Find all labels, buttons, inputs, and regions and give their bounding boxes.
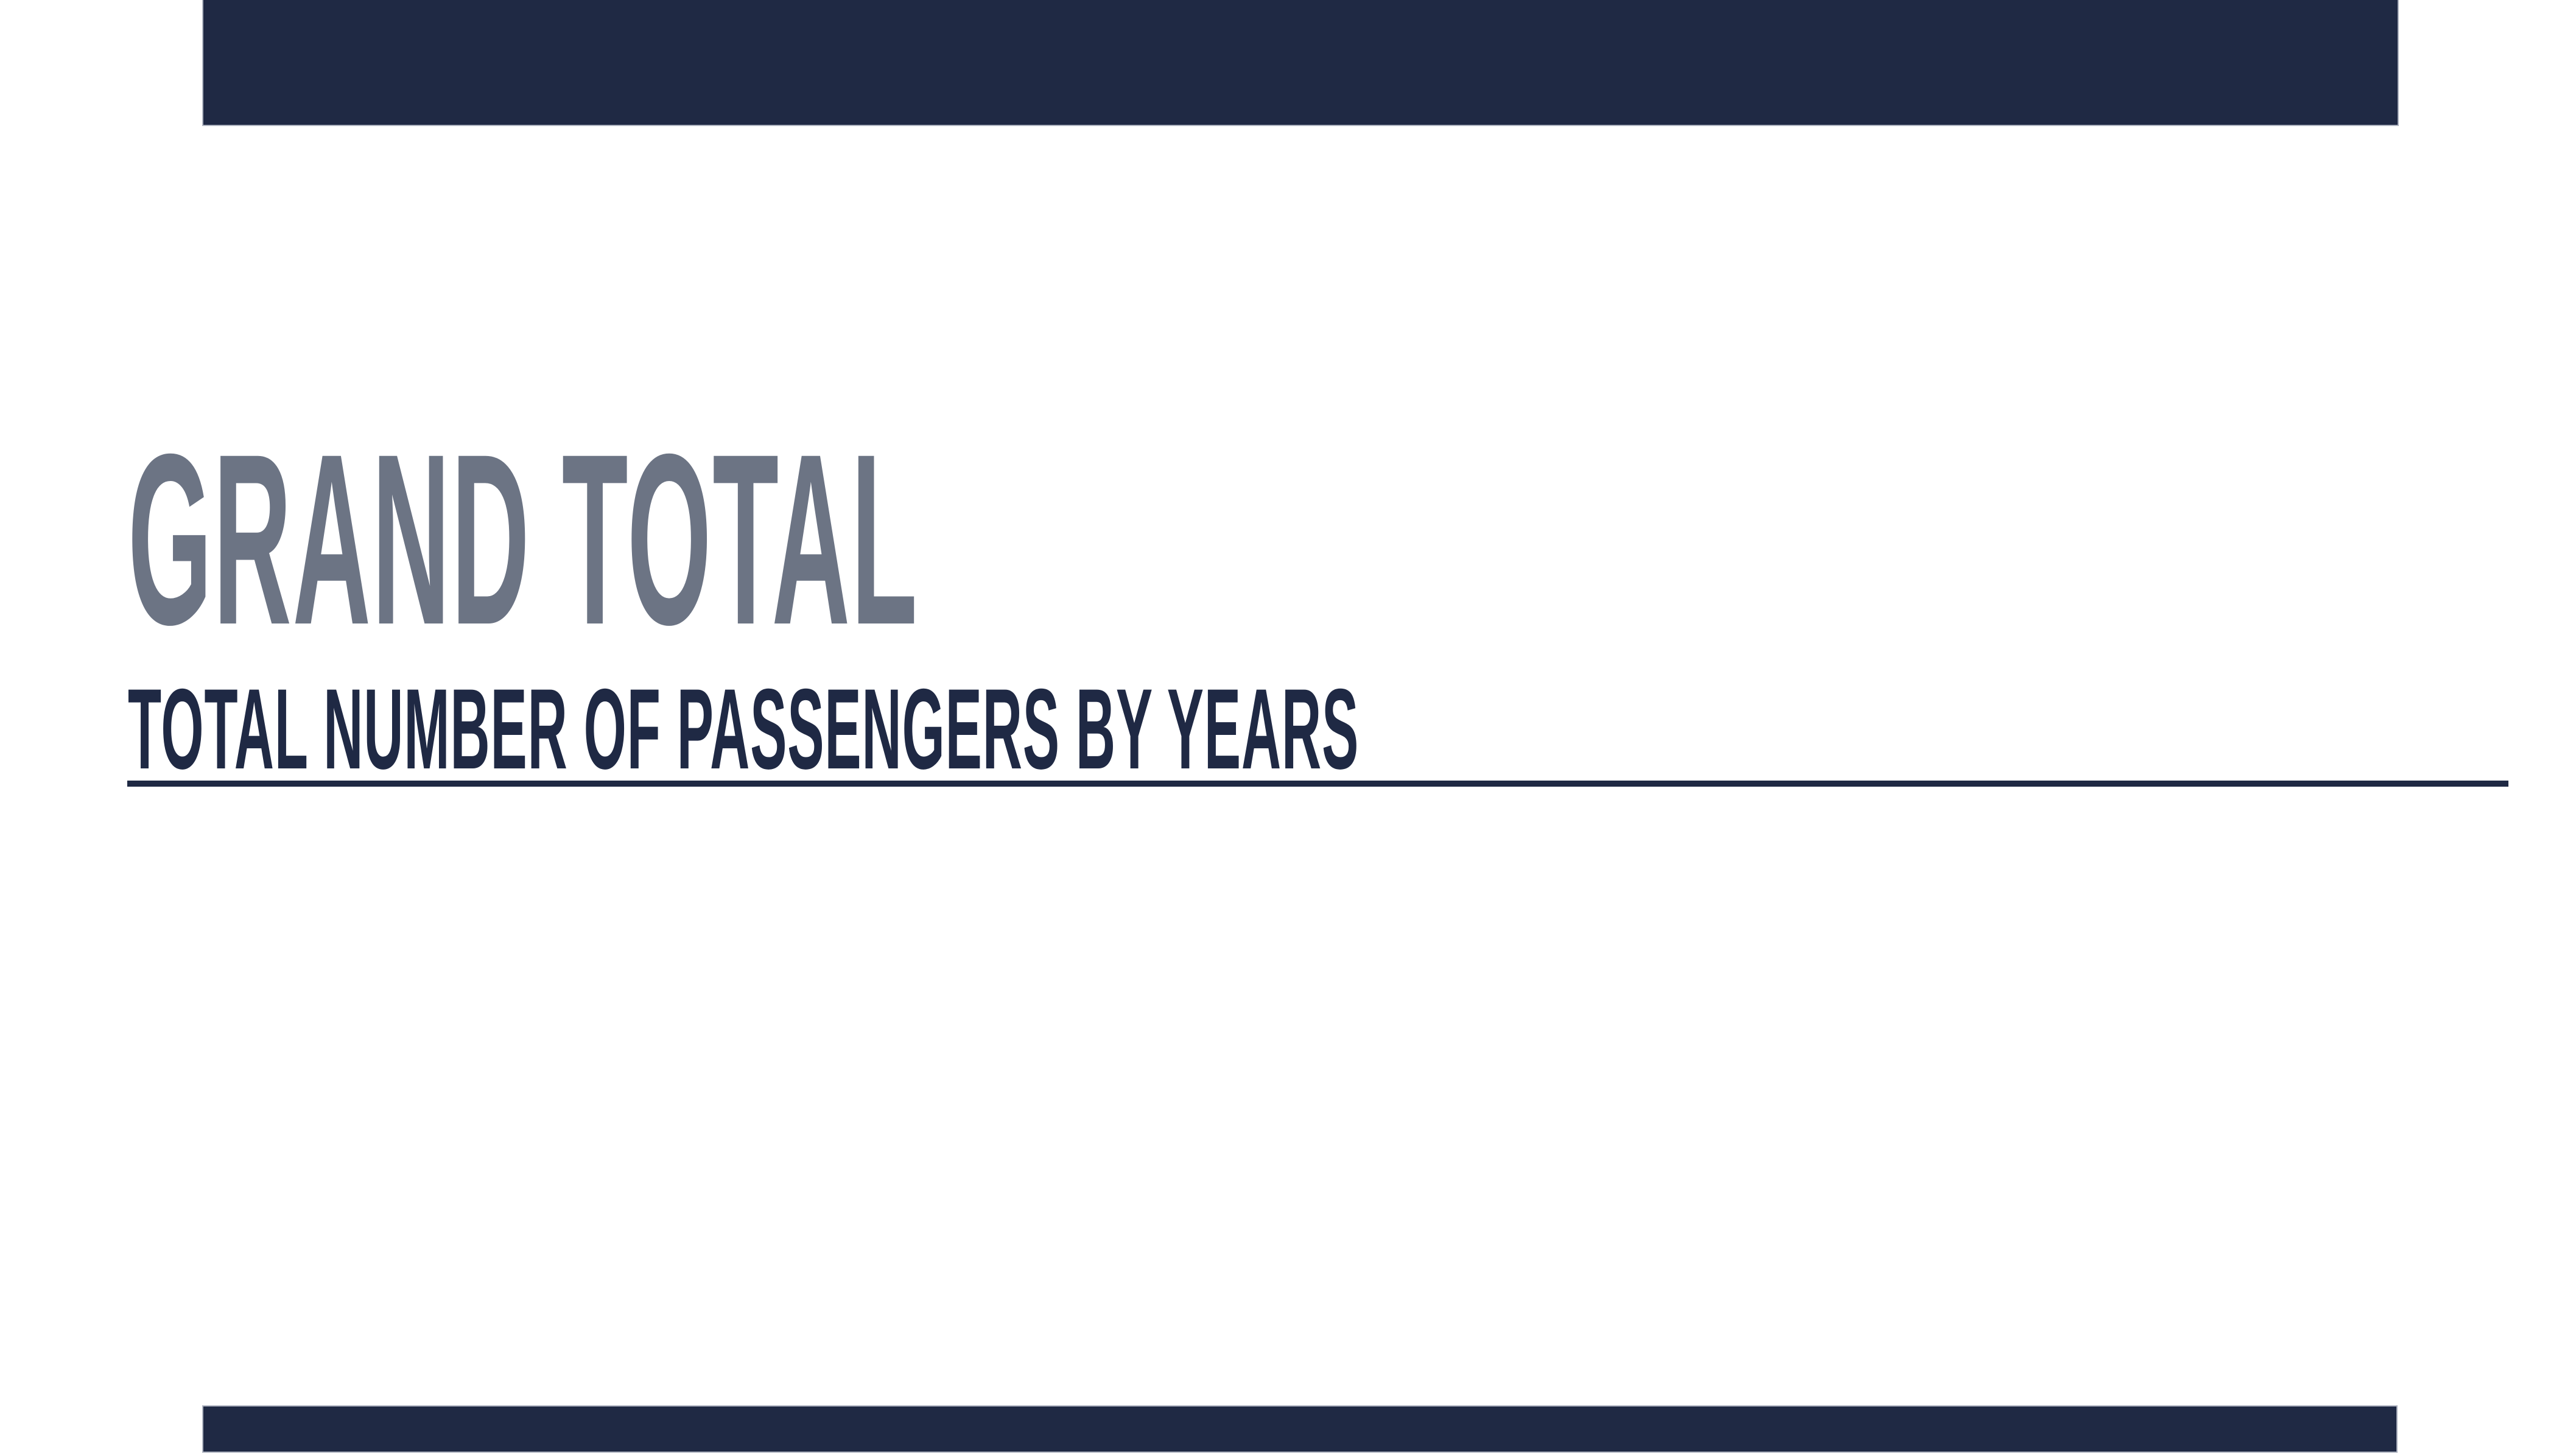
bottom-accent-bar [202, 1405, 2398, 1453]
title-underline [127, 781, 2508, 787]
slide-subtitle: TOTAL NUMBER OF PASSENGERS BY YEARS [128, 672, 2576, 786]
top-accent-bar [202, 0, 2399, 126]
slide-subtitle-text: TOTAL NUMBER OF PASSENGERS BY YEARS [128, 665, 1360, 793]
slide-title: GRAND TOTAL [128, 418, 1904, 661]
slide-title-text: GRAND TOTAL [128, 403, 919, 675]
